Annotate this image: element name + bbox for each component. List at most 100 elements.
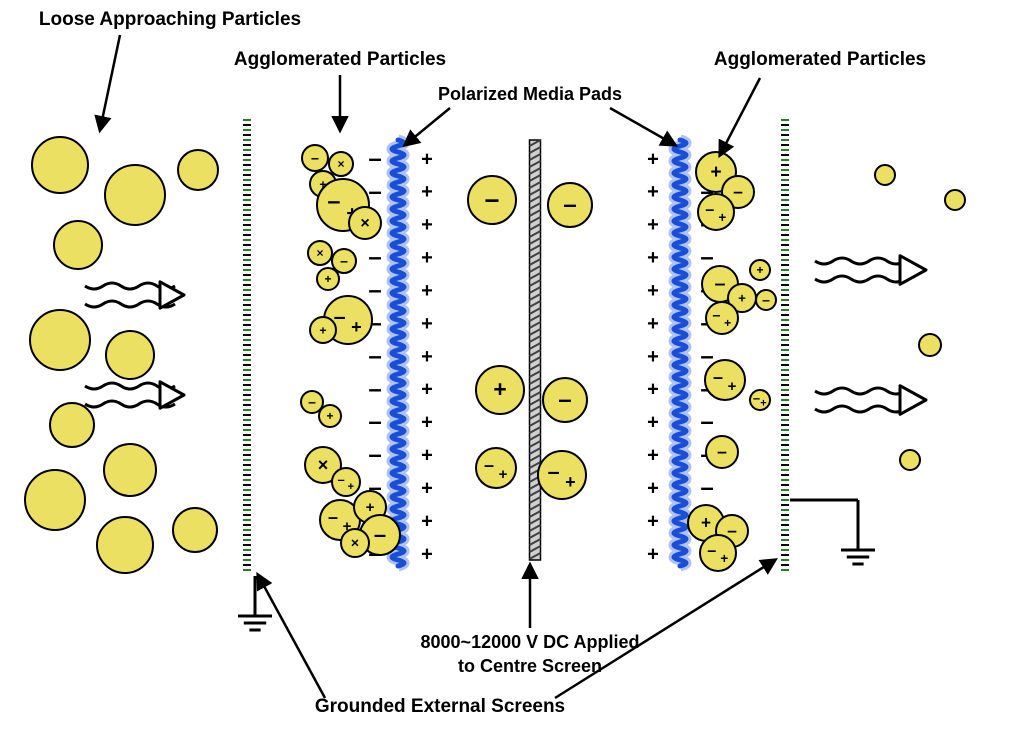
- agglomerate-cluster: –+: [705, 360, 745, 400]
- svg-text:+: +: [720, 551, 728, 566]
- svg-text:+: +: [647, 148, 659, 170]
- callout-arrow: [258, 575, 325, 698]
- svg-text:+: +: [647, 379, 659, 401]
- svg-text:–: –: [558, 386, 571, 413]
- agglomerate-cluster: ×–+: [305, 447, 360, 496]
- svg-text:+: +: [421, 477, 433, 499]
- svg-text:+: +: [760, 397, 766, 409]
- svg-text:–: –: [707, 541, 716, 559]
- diagram-canvas: –––––––––––––++++++++++++++++++++++++++–…: [0, 0, 1024, 730]
- svg-text:+: +: [738, 291, 746, 306]
- svg-text:–: –: [563, 191, 576, 218]
- agglomerate-cluster: –: [756, 290, 776, 310]
- agglomerate-cluster: –+: [750, 390, 770, 410]
- svg-text:+: +: [756, 263, 763, 277]
- label-loose: Loose Approaching Particles: [39, 9, 301, 30]
- svg-text:+: +: [421, 543, 433, 565]
- svg-text:+: +: [647, 543, 659, 565]
- media-pad-right: [674, 140, 686, 566]
- agglomerate-cluster: –: [706, 436, 738, 468]
- svg-text:–: –: [705, 200, 714, 218]
- svg-text:–: –: [368, 277, 381, 304]
- svg-text:+: +: [421, 510, 433, 532]
- svg-text:–: –: [368, 409, 381, 436]
- svg-text:+: +: [421, 412, 433, 434]
- svg-text:+: +: [647, 313, 659, 335]
- svg-text:+: +: [326, 409, 333, 423]
- svg-text:×: ×: [318, 455, 329, 475]
- media-pad-left: [392, 140, 404, 566]
- svg-text:+: +: [421, 181, 433, 203]
- svg-text:–: –: [328, 507, 338, 527]
- grounded-screen-right: [781, 120, 789, 570]
- svg-text:+: +: [421, 379, 433, 401]
- svg-text:–: –: [368, 244, 381, 271]
- airflow-arrow-icon: [85, 282, 184, 308]
- agglomerate-cluster: +––+: [688, 505, 748, 571]
- svg-text:–: –: [484, 455, 494, 475]
- svg-text:+: +: [728, 378, 737, 395]
- svg-text:–: –: [733, 182, 743, 202]
- svg-text:+: +: [647, 346, 659, 368]
- svg-text:+: +: [718, 210, 726, 225]
- svg-text:+: +: [421, 280, 433, 302]
- svg-text:–: –: [762, 292, 770, 308]
- svg-text:×: ×: [351, 535, 359, 551]
- svg-text:–: –: [337, 472, 344, 487]
- svg-text:+: +: [421, 214, 433, 236]
- svg-text:+: +: [493, 376, 506, 402]
- grounded-screen-left: [243, 120, 251, 570]
- agglomerate-cluster: ×–+: [308, 241, 356, 290]
- svg-text:+: +: [421, 148, 433, 170]
- agglomerate-cluster: –+–+: [702, 266, 756, 334]
- callout-arrow: [720, 78, 760, 155]
- svg-text:+: +: [647, 510, 659, 532]
- svg-text:–: –: [368, 343, 381, 370]
- charge-column-leftPlus: +++++++++++++: [421, 148, 433, 565]
- svg-text:–: –: [712, 308, 720, 324]
- svg-text:–: –: [700, 475, 713, 502]
- loose-particles: [25, 137, 218, 573]
- svg-text:–: –: [714, 273, 725, 295]
- svg-text:+: +: [647, 445, 659, 467]
- svg-text:–: –: [368, 376, 381, 403]
- svg-text:–: –: [340, 253, 348, 269]
- svg-text:+: +: [351, 317, 362, 337]
- svg-text:+: +: [710, 162, 721, 183]
- svg-text:+: +: [421, 445, 433, 467]
- agglomerate-cluster: –++: [310, 296, 372, 344]
- svg-text:×: ×: [360, 215, 369, 232]
- label-grounded: Grounded External Screens: [315, 696, 565, 717]
- svg-text:+: +: [324, 272, 331, 286]
- svg-text:–: –: [311, 151, 319, 167]
- ground-symbol-icon: [238, 576, 272, 630]
- svg-text:–: –: [753, 390, 760, 405]
- svg-text:+: +: [565, 472, 576, 492]
- centre-screen: [530, 140, 541, 560]
- svg-text:–: –: [374, 522, 386, 547]
- svg-text:+: +: [421, 247, 433, 269]
- svg-text:–: –: [713, 367, 723, 387]
- svg-text:+: +: [348, 481, 354, 493]
- airflow-arrow-icon: [815, 386, 926, 415]
- callout-arrow: [405, 108, 450, 145]
- label-agglomR: Agglomerated Particles: [714, 49, 926, 70]
- callout-arrow: [610, 108, 675, 145]
- airflow-arrow-icon: [85, 382, 184, 408]
- callout-arrow: [100, 35, 120, 130]
- svg-text:–: –: [368, 442, 381, 469]
- svg-text:–: –: [548, 458, 560, 483]
- svg-text:+: +: [724, 316, 731, 330]
- svg-text:–: –: [368, 145, 381, 172]
- svg-text:+: +: [647, 181, 659, 203]
- airflow-arrow-icon: [815, 256, 926, 285]
- svg-text:+: +: [647, 247, 659, 269]
- svg-text:+: +: [366, 499, 375, 516]
- agglomerate-cluster: –+: [301, 391, 341, 427]
- svg-text:+: +: [647, 214, 659, 236]
- svg-text:+: +: [647, 280, 659, 302]
- svg-text:×: ×: [337, 157, 344, 171]
- charge-column-rightPlus: +++++++++++++: [647, 148, 659, 565]
- agglomerate-cluster: +: [750, 260, 770, 280]
- svg-text:–: –: [485, 184, 500, 214]
